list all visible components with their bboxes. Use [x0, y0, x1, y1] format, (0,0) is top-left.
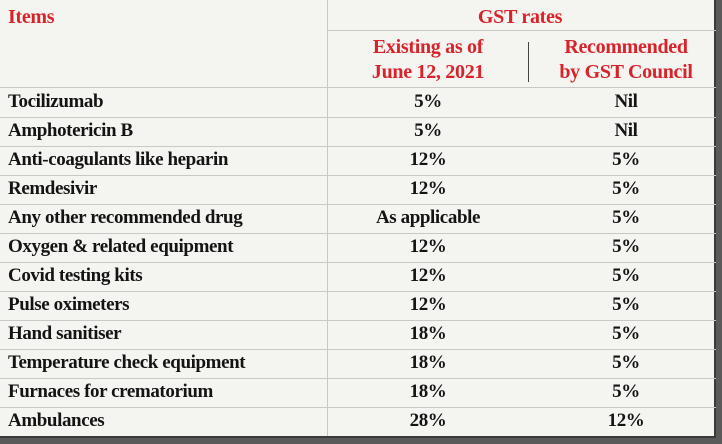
table-row: Hand sanitiser 18% 5% — [0, 320, 716, 349]
row-divider — [0, 349, 716, 350]
item-name-cell: Furnaces for crematorium — [8, 381, 213, 402]
recommended-rate-cell: Nil — [614, 120, 638, 141]
item-name-cell: Ambulances — [8, 410, 105, 431]
recommended-rate-cell: 5% — [612, 294, 640, 315]
gst-rates-underline — [327, 30, 716, 31]
header-bottom-border — [0, 87, 716, 88]
row-divider — [0, 262, 716, 263]
recommended-rate-cell: 5% — [612, 236, 640, 257]
table-row: Covid testing kits 12% 5% — [0, 262, 716, 291]
table-row: Anti-coagulants like heparin 12% 5% — [0, 146, 716, 175]
existing-rate-cell: As applicable — [375, 207, 481, 228]
existing-rate-cell: 12% — [409, 178, 447, 199]
recommended-rate-cell: 5% — [612, 207, 640, 228]
recommended-rate-cell: 5% — [612, 178, 640, 199]
row-divider — [0, 233, 716, 234]
table-row: Remdesivir 12% 5% — [0, 175, 716, 204]
gst-rates-header: GST rates — [477, 6, 563, 28]
existing-rate-cell: 18% — [409, 352, 447, 373]
existing-rate-cell: 12% — [409, 294, 447, 315]
existing-rate-cell: 18% — [409, 381, 447, 402]
existing-rate-header: Existing as of June 12, 2021 — [330, 35, 526, 85]
column-divider — [327, 0, 328, 436]
item-name-cell: Tocilizumab — [8, 91, 104, 112]
recommended-rate-cell: Nil — [614, 91, 638, 112]
table-row: Amphotericin B 5% Nil — [0, 117, 716, 146]
existing-rate-cell: 12% — [409, 265, 447, 286]
table-row: Tocilizumab 5% Nil — [0, 88, 716, 117]
table-row: Ambulances 28% 12% — [0, 407, 716, 436]
recommended-rate-cell: 12% — [607, 410, 645, 431]
item-name-cell: Remdesivir — [8, 178, 97, 199]
item-name-cell: Anti-coagulants like heparin — [8, 149, 228, 170]
row-divider — [0, 291, 716, 292]
items-column-header: Items — [8, 6, 55, 28]
row-divider — [0, 378, 716, 379]
recommended-rate-cell: 5% — [612, 381, 640, 402]
header-column-separator — [528, 42, 529, 82]
item-name-cell: Any other recommended drug — [8, 207, 243, 228]
row-divider — [0, 407, 716, 408]
item-name-cell: Amphotericin B — [8, 120, 133, 141]
row-divider — [0, 204, 716, 205]
row-divider — [0, 320, 716, 321]
row-divider — [0, 117, 716, 118]
existing-header-line1: Existing as of — [372, 36, 484, 58]
existing-rate-cell: 12% — [409, 236, 447, 257]
table-row: Any other recommended drug As applicable 5… — [0, 204, 716, 233]
table-row: Temperature check equipment 18% 5% — [0, 349, 716, 378]
recommended-rate-cell: 5% — [612, 265, 640, 286]
existing-rate-cell: 5% — [414, 120, 442, 141]
table-row: Furnaces for crematorium 18% 5% — [0, 378, 716, 407]
existing-rate-cell: 18% — [409, 323, 447, 344]
item-name-cell: Hand sanitiser — [8, 323, 122, 344]
existing-header-line2: June 12, 2021 — [371, 61, 485, 83]
row-divider — [0, 175, 716, 176]
table-row: Oxygen & related equipment 12% 5% — [0, 233, 716, 262]
recommended-header-line2: by GST Council — [559, 61, 693, 83]
recommended-rate-header: Recommended by GST Council — [538, 35, 714, 85]
gst-rates-table: Items GST rates Existing as of June 12, … — [0, 0, 716, 438]
recommended-rate-cell: 5% — [612, 149, 640, 170]
existing-rate-cell: 28% — [409, 410, 447, 431]
item-name-cell: Temperature check equipment — [8, 352, 246, 373]
recommended-rate-cell: 5% — [612, 352, 640, 373]
item-name-cell: Pulse oximeters — [8, 294, 130, 315]
recommended-rate-cell: 5% — [612, 323, 640, 344]
recommended-header-line1: Recommended — [564, 36, 688, 58]
existing-rate-cell: 12% — [409, 149, 447, 170]
existing-rate-cell: 5% — [414, 91, 442, 112]
item-name-cell: Covid testing kits — [8, 265, 143, 286]
item-name-cell: Oxygen & related equipment — [8, 236, 234, 257]
row-divider — [0, 146, 716, 147]
table-row: Pulse oximeters 12% 5% — [0, 291, 716, 320]
